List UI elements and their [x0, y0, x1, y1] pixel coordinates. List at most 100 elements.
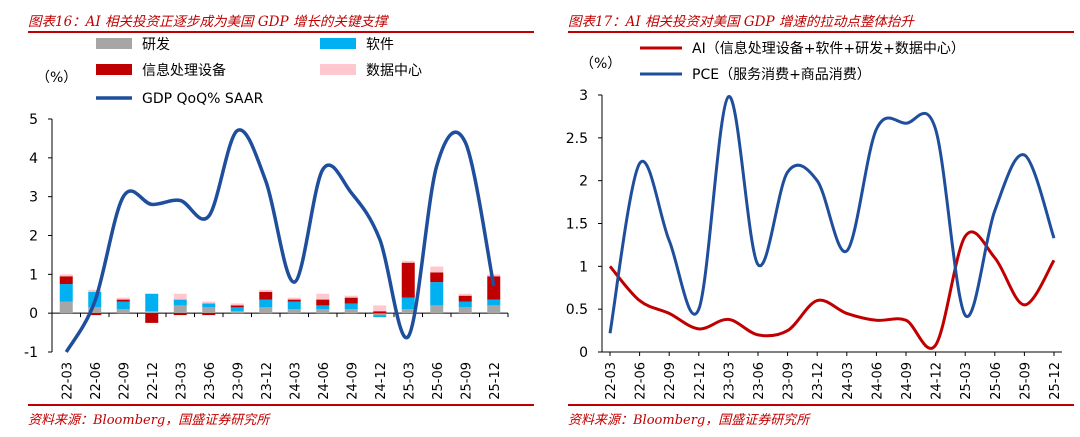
left-bar-segment — [316, 299, 330, 306]
right-x-tick-label: 25-09 — [1018, 362, 1033, 400]
left-x-tick-label: 24-09 — [345, 362, 360, 400]
left-legend-swatch — [320, 64, 356, 75]
left-y-tick-label: 5 — [29, 112, 38, 128]
left-x-tick-label: 25-03 — [402, 362, 417, 400]
right-x-tick-label: 23-12 — [811, 362, 826, 400]
left-x-tick-label: 23-03 — [174, 362, 189, 400]
left-bar-segment — [430, 282, 444, 306]
right-x-tick-label: 24-06 — [870, 362, 885, 400]
left-bar-segment — [487, 305, 501, 314]
left-y-tick-label: 4 — [29, 151, 38, 167]
left-bar-segment — [458, 293, 472, 296]
left-bar-segment — [230, 311, 244, 314]
left-legend-label: GDP QoQ% SAAR — [142, 91, 264, 107]
left-bar-segment — [287, 299, 301, 302]
left-gdp-line — [64, 128, 496, 353]
right-y-axis-label: （%） — [580, 56, 621, 72]
left-bar-segment — [202, 307, 216, 314]
left-bar-segment — [344, 295, 358, 298]
left-x-tick-label: 22-06 — [89, 362, 104, 400]
left-bar-segment — [59, 301, 73, 314]
left-bar-segment — [316, 293, 330, 300]
right-x-tick-label: 25-06 — [989, 362, 1004, 400]
left-x-tick-label: 23-06 — [203, 362, 218, 400]
left-bar-segment — [373, 305, 387, 312]
left-x-tick-label: 22-12 — [146, 362, 161, 400]
left-x-tick-label: 22-09 — [117, 362, 132, 400]
left-bar-segment — [202, 303, 216, 308]
left-bar-segment — [458, 295, 472, 302]
left-legend-label: 信息处理设备 — [142, 62, 226, 79]
right-x-tick-label: 25-12 — [1048, 362, 1063, 400]
left-bar-segment — [202, 313, 216, 316]
right-x-tick-label: 22-09 — [663, 362, 678, 400]
left-bar-segment — [316, 309, 330, 314]
left-bar-segment — [344, 297, 358, 304]
left-legend-label: 研发 — [142, 37, 170, 53]
right-y-tick-label: 0 — [579, 345, 588, 361]
left-bar-segment — [287, 301, 301, 310]
left-x-tick-label: 24-12 — [374, 362, 389, 400]
left-x-tick-label: 25-06 — [431, 362, 446, 400]
left-legend-swatch — [96, 38, 132, 49]
left-bar-segment — [373, 313, 387, 316]
left-bar-segment — [230, 305, 244, 308]
left-bar-segment — [173, 305, 187, 314]
left-bar-segment — [230, 307, 244, 312]
left-bar-segment — [458, 301, 472, 308]
left-bar-segment — [373, 311, 387, 314]
left-bar-segment — [344, 309, 358, 314]
right-figure-panel: 图表17：AI 相关投资对美国 GDP 增速的拉动点整体抬升 0 0.5 1 1.5 2… — [540, 0, 1080, 437]
left-bar-segment — [430, 305, 444, 314]
right-y-tick-label: 1 — [579, 259, 588, 275]
left-title-rule — [28, 31, 534, 33]
left-legend-swatch — [320, 38, 356, 49]
right-ai-line — [608, 230, 1056, 350]
left-y-tick-label: -1 — [24, 345, 38, 361]
right-y-tick-label: 0.5 — [566, 302, 588, 318]
left-bar-segment — [173, 293, 187, 300]
left-bar-segment — [401, 260, 415, 263]
left-bar-segment — [487, 276, 501, 300]
right-x-tick-label: 22-06 — [634, 362, 649, 400]
left-legend-label: 软件 — [366, 37, 394, 53]
left-y-tick-label: 0 — [29, 306, 38, 322]
left-bar-segment — [430, 266, 444, 273]
left-bar-segment — [116, 297, 130, 300]
left-bar-segment — [401, 309, 415, 314]
left-bar-segment — [401, 262, 415, 298]
left-y-axis-label: （%） — [36, 70, 77, 86]
left-chart: -1 0 1 2 3 4 5 （%） 22-03 22-06 22-09 22-12 23-03 23-0… — [24, 37, 509, 400]
left-x-tick-label: 25-12 — [488, 362, 503, 400]
left-y-tick-label: 3 — [29, 190, 38, 206]
right-source-rule — [568, 404, 1074, 406]
left-bar-segment — [430, 272, 444, 283]
left-bar-segment — [259, 289, 273, 292]
left-figure-panel: 图表16：AI 相关投资正逐步成为美国 GDP 增长的关键支撑 -1 0 1 2 3 4 5… — [24, 14, 534, 428]
left-bar-segment — [88, 307, 102, 314]
right-x-tick-label: 25-03 — [959, 362, 974, 400]
left-bar-segment — [230, 303, 244, 306]
left-figure-title: 图表16：AI 相关投资正逐步成为美国 GDP 增长的关键支撑 — [28, 14, 388, 30]
left-x-tick-label: 24-06 — [317, 362, 332, 400]
left-source-note: 资料来源：Bloomberg，国盛证券研究所 — [28, 413, 270, 428]
left-x-tick-label: 22-03 — [60, 362, 75, 400]
left-bar-segment — [202, 301, 216, 304]
left-bar-segment — [116, 309, 130, 314]
right-figure-title: 图表17：AI 相关投资对美国 GDP 增速的拉动点整体抬升 — [568, 14, 914, 30]
left-bar-segment — [59, 274, 73, 277]
left-bar-segment — [487, 274, 501, 277]
right-y-tick-label: 2.5 — [566, 131, 588, 147]
left-bar-segment — [88, 313, 102, 316]
left-bar-segment — [59, 276, 73, 285]
right-chart: 0 0.5 1 1.5 2 2.5 3 （%） 22-03 22-06 22-09 22-12 23-0… — [566, 40, 1063, 400]
left-bar-segment — [401, 297, 415, 310]
right-x-tick-label: 23-03 — [722, 362, 737, 400]
left-y-tick-label: 1 — [29, 267, 38, 283]
right-x-tick-label: 23-09 — [782, 362, 797, 400]
right-x-tick-label: 22-12 — [693, 362, 708, 400]
left-x-tick-label: 23-12 — [260, 362, 275, 400]
left-bar-segment — [173, 299, 187, 306]
right-legend-label: AI（信息处理设备+软件+研发+数据中心） — [692, 40, 965, 57]
left-legend-label: 数据中心 — [366, 63, 422, 79]
